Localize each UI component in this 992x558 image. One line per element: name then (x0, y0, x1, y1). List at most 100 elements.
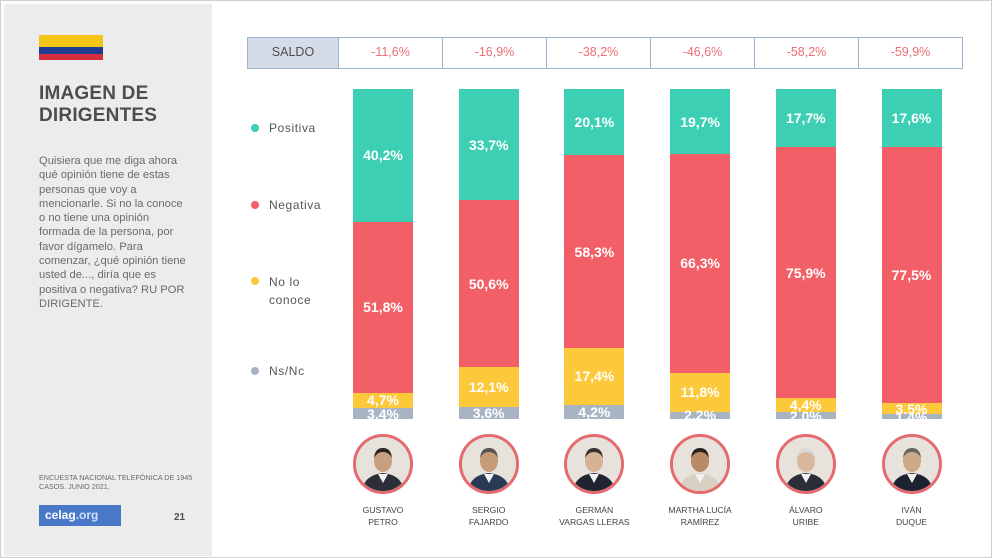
bar-segment (458, 200, 519, 368)
logo-main-text: celag (45, 508, 76, 522)
data-label: 4,2% (578, 404, 611, 421)
saldo-value: -59,9% (858, 38, 962, 68)
bar-segment (775, 412, 836, 419)
bar-segment (353, 221, 413, 393)
data-label: 58,3% (574, 243, 615, 260)
saldo-header: SALDO (248, 38, 338, 68)
legend-label: Ns/Nc (269, 364, 305, 378)
bar-segment (670, 372, 731, 412)
data-label: 3,4% (367, 405, 399, 422)
data-label: 20,1% (574, 114, 615, 131)
data-label: 75,9% (785, 264, 826, 281)
bar-segment (881, 414, 942, 419)
name-line-1: IVÁN (901, 505, 922, 515)
data-label: 1,4% (895, 408, 928, 425)
data-label: 51,8% (363, 299, 403, 316)
bar-column: 40,2% 51,8% 4,7% 3,4% (353, 89, 413, 422)
politician-photo (458, 434, 519, 494)
name-line-2: PETRO (368, 517, 398, 527)
name-line-2: DUQUE (895, 517, 928, 527)
name-line-2: RAMÍREZ (680, 517, 720, 527)
bar-column: 20,1% 58,3% 17,4% 4,2% (564, 89, 625, 421)
title-line-2: DIRIGENTES (39, 105, 158, 126)
bar-segment (458, 367, 519, 408)
question-description: Quisiera que me diga ahora qué opinión t… (39, 155, 186, 310)
data-label: 50,6% (468, 275, 509, 292)
saldo-value: -11,6% (338, 38, 442, 68)
data-label: 12,1% (468, 379, 509, 396)
bar-segment (670, 154, 731, 373)
data-label: 11,8% (680, 384, 720, 401)
bar-column: 19,7% 66,3% 11,8% 2,2% (670, 89, 731, 423)
bar-segment (458, 407, 519, 419)
name-line-1: GERMÁN (575, 505, 614, 515)
data-label: 66,3% (680, 255, 720, 272)
name-line-2: VARGAS LLERAS (559, 517, 630, 527)
politician-name: MARTHA LUCÍA RAMÍREZ (645, 504, 755, 528)
survey-source: ENCUESTA NACIONAL TELEFÓNICA DE 1945 CAS… (39, 473, 193, 491)
bar-segment (775, 397, 836, 413)
logo-suffix-text: .org (75, 508, 99, 522)
data-label: 19,7% (680, 113, 720, 130)
page-title: IMAGEN DE DIRIGENTES (39, 83, 209, 127)
bar-segment (670, 89, 731, 154)
legend-label: Negativa (269, 198, 322, 212)
politician-photo (353, 434, 413, 494)
bar-segment (564, 155, 625, 348)
name-line-2: URIBE (792, 517, 819, 527)
data-label: 4,4% (789, 397, 822, 414)
legend-dot-icon (251, 277, 259, 285)
bar-segment (458, 89, 519, 201)
data-label: 17,6% (891, 110, 932, 127)
bar-segment (353, 89, 413, 222)
name-line-1: GUSTAVO (362, 505, 404, 515)
bar-column: 17,6% 77,5% 3,5% 1,4% (881, 89, 942, 425)
saldo-value: -46,6% (650, 38, 754, 68)
bar-segment (881, 147, 942, 403)
legend-dot-icon (251, 201, 259, 209)
bar-segment (564, 89, 625, 156)
data-label: 17,4% (574, 368, 615, 385)
data-label: 17,7% (785, 110, 826, 127)
title-line-1: IMAGEN DE (39, 83, 149, 104)
name-line-1: SERGIO (471, 505, 506, 515)
name-line-2: FAJARDO (468, 517, 509, 527)
bar-segment (564, 347, 625, 406)
name-line-1: MARTHA LUCÍA (668, 505, 732, 515)
data-label: 3,5% (895, 400, 928, 417)
data-label: 33,7% (468, 136, 509, 153)
colombia-flag-icon (39, 35, 103, 60)
bar-segment (881, 89, 942, 148)
sidebar: IMAGEN DE DIRIGENTES Quisiera que me dig… (4, 4, 212, 556)
politician-photo (670, 434, 731, 494)
data-label: 2,2% (684, 407, 717, 424)
bar-segment (353, 392, 413, 409)
legend-dot-icon (251, 124, 259, 132)
bar-column: 17,7% 75,9% 4,4% 2,0% (775, 89, 836, 424)
data-label: 77,5% (891, 266, 932, 283)
bar-segment (564, 405, 625, 419)
saldo-table: SALDO -11,6% -16,9% -38,2% -46,6% -58,2%… (247, 37, 963, 69)
data-label: 3,6% (472, 405, 505, 422)
saldo-value: -38,2% (546, 38, 650, 68)
celag-logo: celag.org (39, 505, 121, 526)
politician-photo (564, 434, 625, 494)
politician-name: ÁLVARO URIBE (751, 504, 861, 528)
legend-label: Positiva (269, 121, 316, 135)
data-label: 4,7% (367, 392, 399, 409)
page-number: 21 (174, 512, 186, 523)
bar-segment (881, 402, 942, 415)
politician-name: GERMÁN VARGAS LLERAS (539, 504, 649, 528)
bar-segment (670, 411, 731, 419)
legend-label: No lo conoce (269, 275, 312, 307)
bar-segment (353, 408, 413, 420)
legend-dot-icon (251, 367, 259, 375)
saldo-value: -58,2% (754, 38, 858, 68)
saldo-value: -16,9% (442, 38, 546, 68)
politician-name: IVÁN DUQUE (857, 504, 967, 528)
politician-name: GUSTAVO PETRO (328, 504, 438, 528)
data-label: 2,0% (789, 407, 822, 424)
data-label: 40,2% (363, 147, 403, 164)
bar-segment (775, 89, 836, 148)
bar-segment (775, 147, 836, 398)
